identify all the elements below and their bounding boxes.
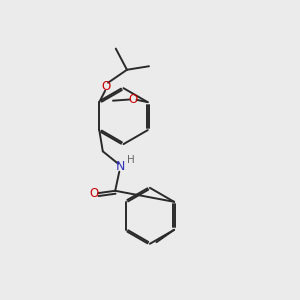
Text: H: H: [127, 155, 135, 165]
Text: O: O: [128, 93, 138, 106]
Text: N: N: [116, 160, 125, 173]
Text: O: O: [101, 80, 110, 93]
Text: O: O: [89, 187, 99, 200]
